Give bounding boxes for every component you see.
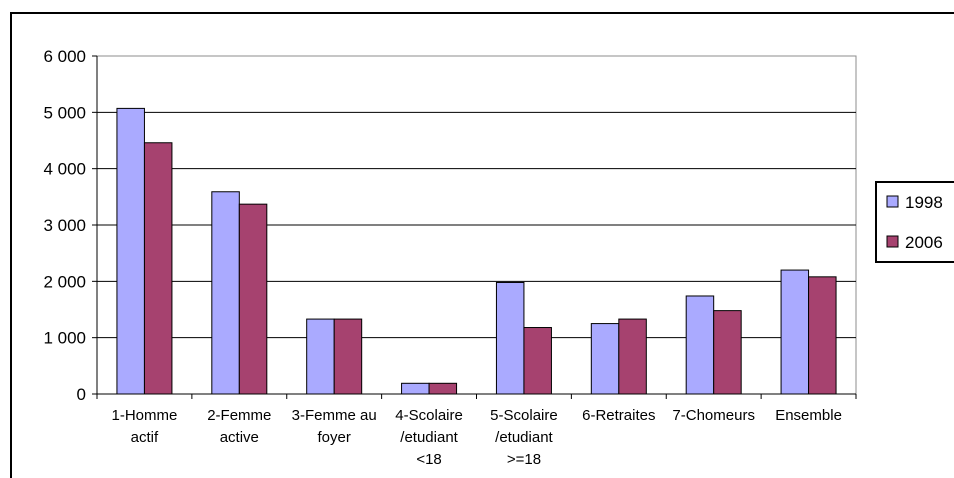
x-tick-label: 4-Scolaire	[395, 407, 463, 424]
x-tick-label: foyer	[318, 429, 351, 446]
legend-label-1998: 1998	[905, 193, 943, 212]
x-axis-labels: 1-Homme actif 2-Femme active 3-Femme au foyer…	[96, 394, 857, 468]
y-tick-label: 4 000	[43, 160, 86, 179]
legend-box	[875, 181, 954, 263]
bar-1998-1	[211, 191, 240, 395]
y-axis-ticks: 0 1 000 2 000 3 000 4 000 5 000 6 000	[43, 47, 97, 404]
bar-1998-5	[590, 323, 620, 395]
x-tick-label: 1-Homme	[112, 407, 178, 424]
bar-1998-7	[780, 269, 810, 395]
bar-2006-3	[428, 382, 458, 395]
x-tick-label: 3-Femme au	[292, 407, 377, 424]
x-tick-label: /etudiant	[400, 429, 458, 446]
bar-2006-6	[713, 310, 742, 395]
y-tick-label: 5 000	[43, 103, 86, 122]
legend-label-2006: 2006	[905, 233, 943, 252]
bar-1998-6	[685, 295, 715, 395]
x-tick-label: Ensemble	[775, 407, 842, 424]
bar-2006-2	[333, 318, 363, 395]
x-tick-label: <18	[416, 451, 441, 468]
bar-2006-7	[808, 276, 837, 395]
y-tick-label: 3 000	[43, 216, 86, 235]
y-tick-label: 2 000	[43, 272, 86, 291]
bar-2006-4	[523, 327, 552, 395]
bar-1998-4	[495, 281, 525, 395]
bars	[116, 107, 837, 395]
y-tick-label: 0	[77, 385, 86, 404]
x-tick-label: actif	[131, 429, 159, 446]
legend: 1998 2006	[875, 181, 954, 263]
x-tick-label: 7-Chomeurs	[672, 407, 755, 424]
legend-swatch-2006	[886, 235, 899, 248]
x-tick-label: 6-Retraites	[582, 407, 655, 424]
x-tick-label: >=18	[507, 451, 541, 468]
x-tick-label: active	[220, 429, 259, 446]
x-tick-label: 2-Femme	[207, 407, 271, 424]
y-tick-label: 6 000	[43, 47, 86, 66]
x-tick-label: 5-Scolaire	[490, 407, 558, 424]
bar-2006-5	[618, 318, 647, 395]
bar-2006-1	[238, 203, 268, 395]
bar-1998-3	[401, 382, 430, 395]
bar-2006-0	[143, 142, 173, 395]
x-tick-label: /etudiant	[495, 429, 553, 446]
bar-1998-2	[306, 318, 335, 395]
bar-1998-0	[116, 107, 145, 395]
y-tick-label: 1 000	[43, 329, 86, 348]
legend-swatch-1998	[886, 195, 899, 208]
